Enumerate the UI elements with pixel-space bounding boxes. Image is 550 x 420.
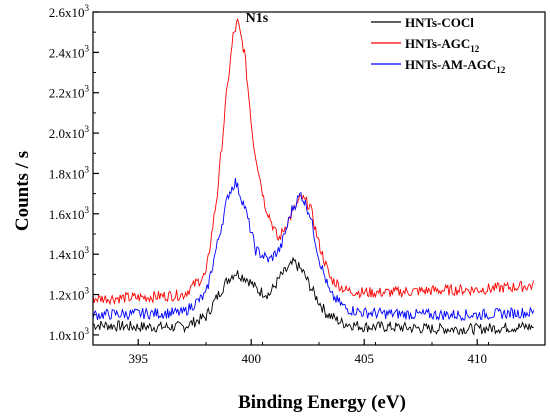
- y-tick-label: 2.6x103: [49, 3, 90, 20]
- y-tick-label: 1.4x103: [49, 245, 90, 262]
- y-tick-label: 1.6x103: [49, 205, 90, 222]
- plot-area: [93, 17, 535, 336]
- x-tick-label: 410: [467, 351, 487, 366]
- legend-label: HNTs-COCl: [405, 15, 474, 30]
- y-axis-title: Counts / s: [12, 151, 33, 231]
- y-tick-label: 2.2x103: [49, 84, 90, 101]
- y-tick-label: 1.8x103: [49, 164, 90, 181]
- y-tick-label: 1.0x103: [49, 326, 90, 343]
- axes: 395 400 405 410 1.0x103 1.2x103 1.4x103 1.6x103…: [49, 3, 546, 366]
- x-tick-label: 400: [241, 351, 261, 366]
- y-tick-label: 2.0x103: [49, 124, 90, 141]
- x-tick-label: 405: [354, 351, 374, 366]
- y-tick-label: 2.4x103: [49, 43, 90, 60]
- x-tick-label: 395: [128, 351, 148, 366]
- legend-label: HNTs-AGC12: [405, 36, 480, 54]
- x-axis-title: Binding Energy (eV): [238, 392, 406, 413]
- legend: HNTs-COCl HNTs-AGC12 HNTs-AM-AGC12: [371, 15, 506, 75]
- legend-label: HNTs-AM-AGC12: [405, 57, 506, 75]
- series-line-0: [93, 256, 534, 336]
- series-line-1: [93, 17, 535, 306]
- series-line-2: [93, 177, 535, 322]
- peak-annotation: N1s: [246, 11, 269, 26]
- y-tick-label: 1.2x103: [49, 286, 90, 303]
- annotations: N1s: [246, 11, 269, 26]
